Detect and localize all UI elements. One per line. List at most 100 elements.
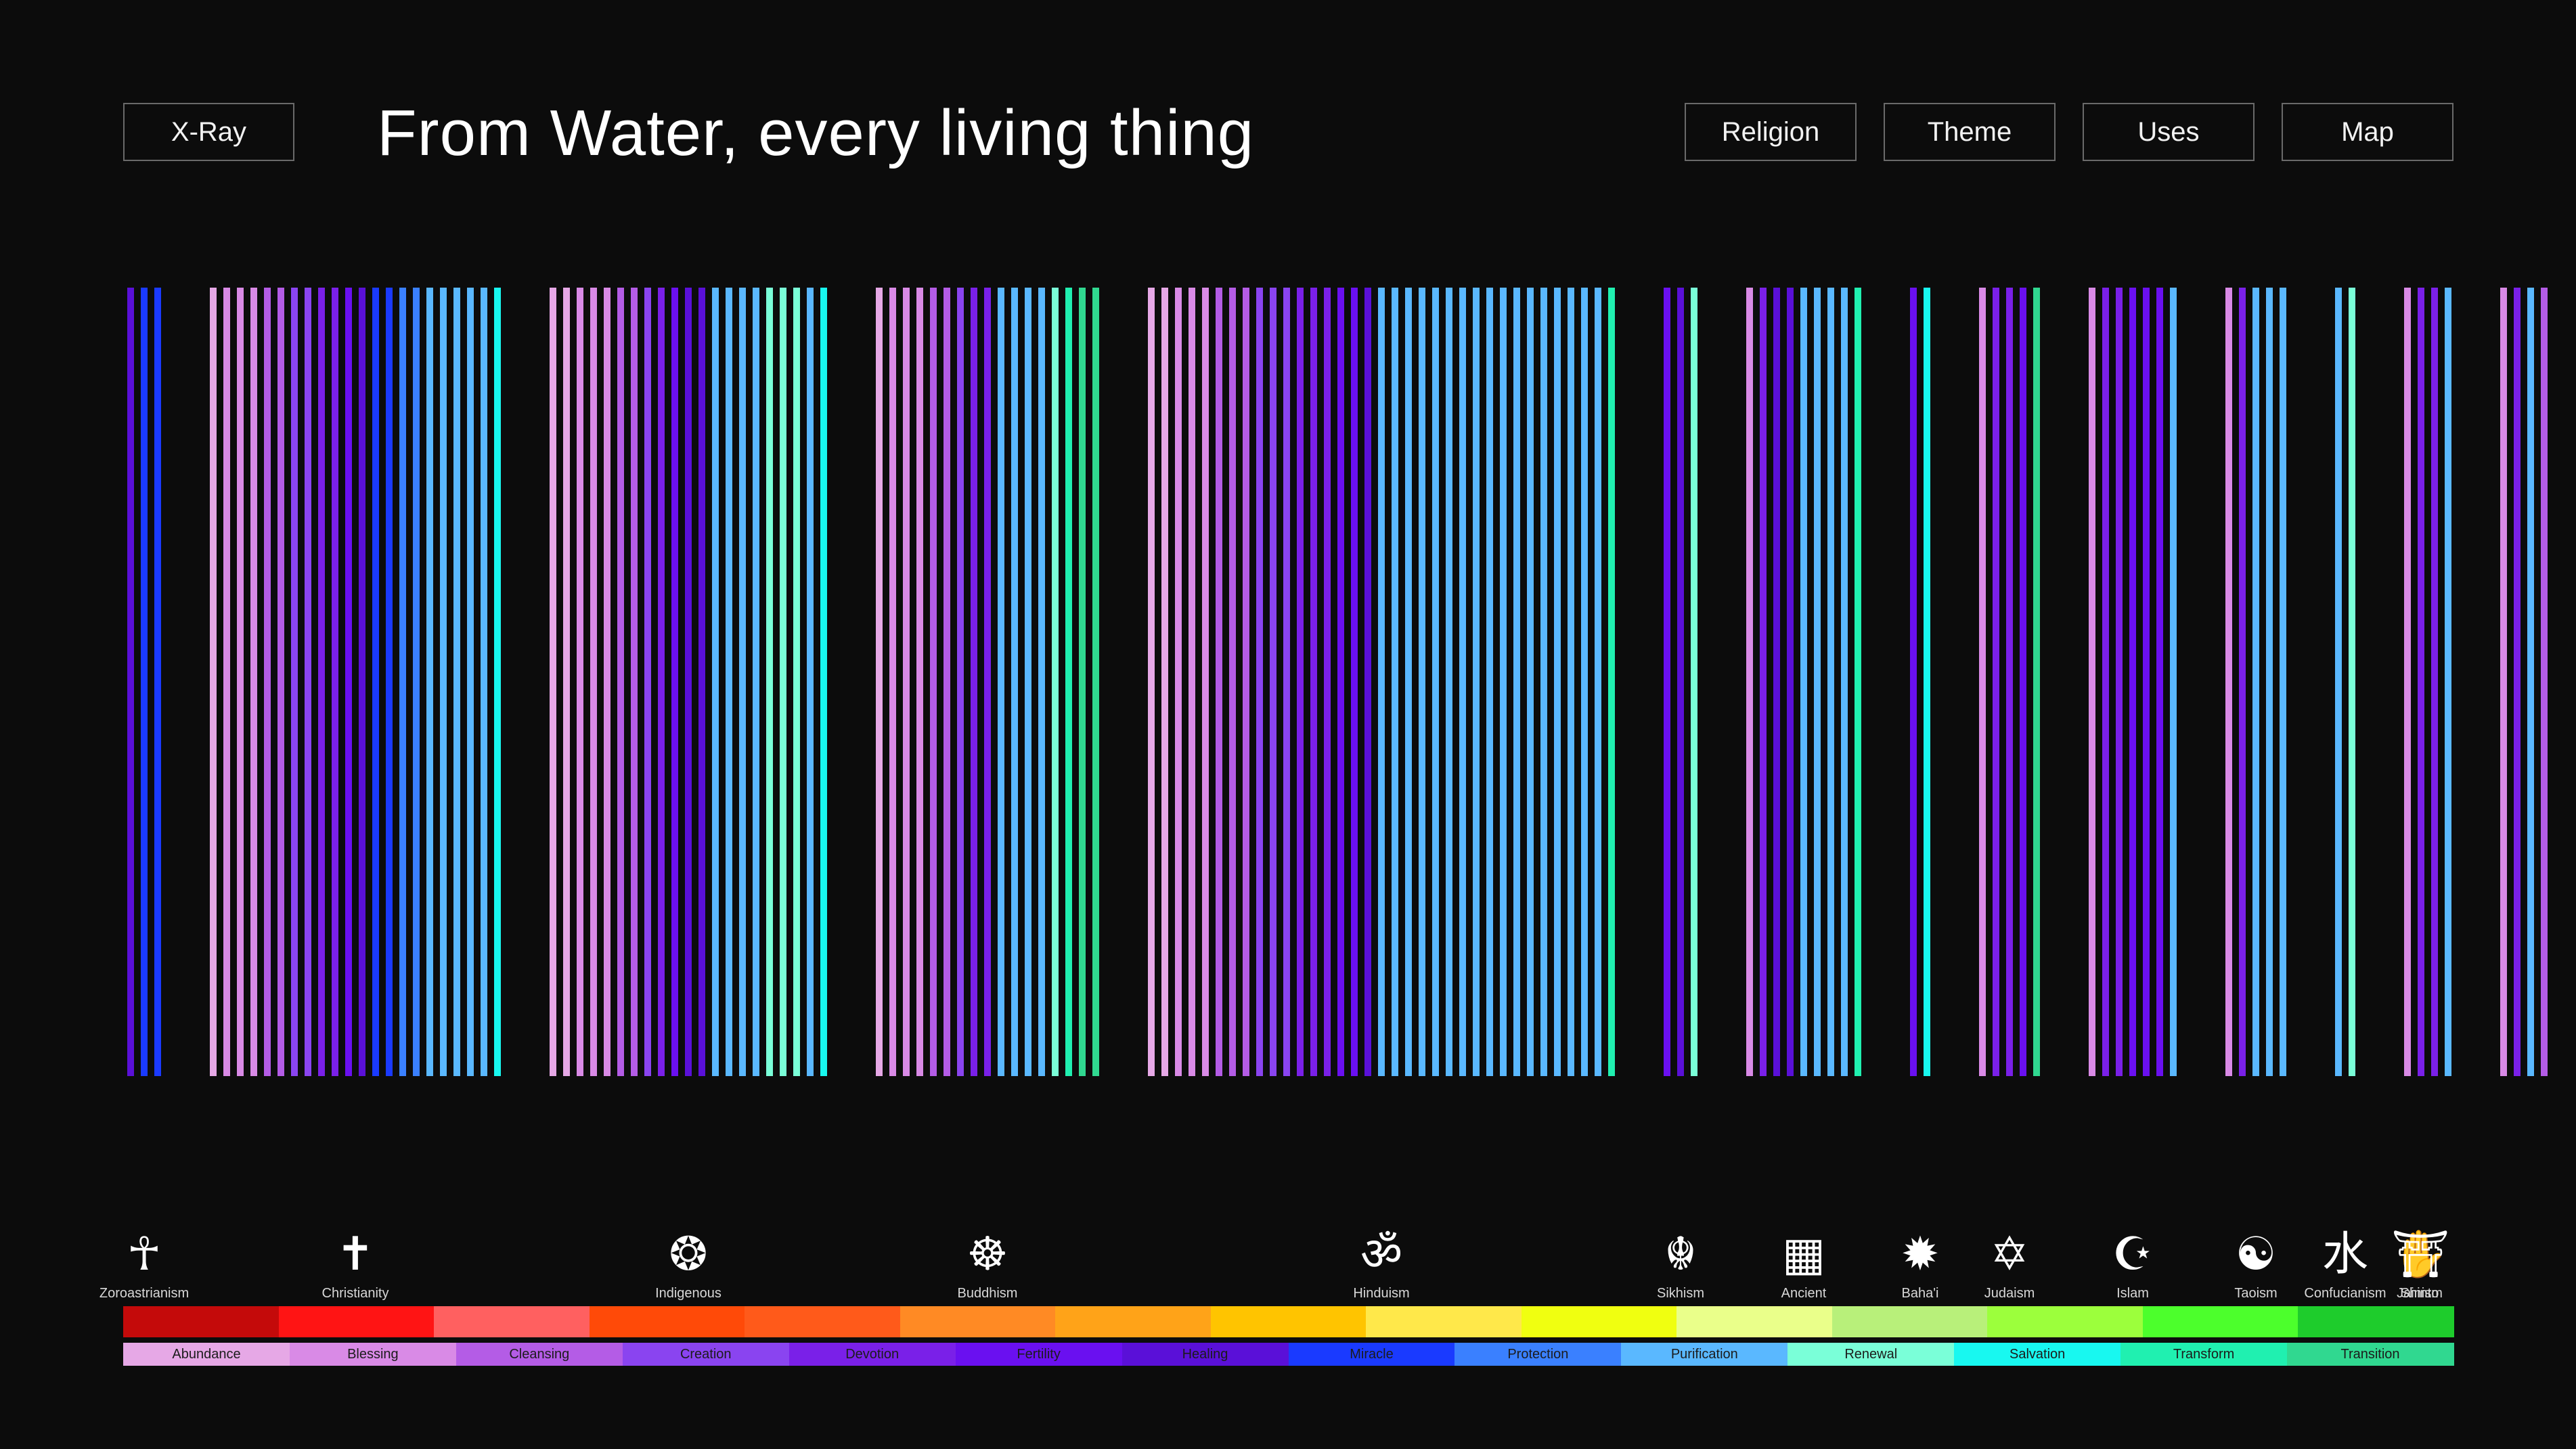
- bar-buddhism-blessing[interactable]: [889, 288, 896, 1076]
- bar-indigenous-blessing[interactable]: [577, 288, 583, 1076]
- bar-hinduism-devotion[interactable]: [1310, 288, 1317, 1076]
- bar-hinduism-abundance[interactable]: [1161, 288, 1168, 1076]
- bar-christianity-purification[interactable]: [440, 288, 447, 1076]
- bar-islam-devotion[interactable]: [2102, 288, 2109, 1076]
- bar-indigenous-creation[interactable]: [644, 288, 651, 1076]
- bar-hinduism-blessing[interactable]: [1175, 288, 1182, 1076]
- nine-point-star-icon[interactable]: ✹: [1901, 1228, 1940, 1281]
- bar-christianity-purification[interactable]: [453, 288, 460, 1076]
- nav-uses-button[interactable]: Uses: [2083, 103, 2255, 161]
- bar-hinduism-purification[interactable]: [1486, 288, 1493, 1076]
- bar-taoism-devotion[interactable]: [2239, 288, 2246, 1076]
- bar-jainism-devotion[interactable]: [2431, 288, 2438, 1076]
- bar-jainism-blessing[interactable]: [2404, 288, 2411, 1076]
- bar-hinduism-purification[interactable]: [1554, 288, 1561, 1076]
- bar-buddhism-transition[interactable]: [1092, 288, 1099, 1076]
- bar-buddhism-blessing[interactable]: [916, 288, 923, 1076]
- bar-indigenous-purification[interactable]: [807, 288, 814, 1076]
- bar-hinduism-cleansing[interactable]: [1216, 288, 1222, 1076]
- bar-indigenous-purification[interactable]: [726, 288, 732, 1076]
- bar-christianity-miracle[interactable]: [372, 288, 379, 1076]
- bar-buddhism-purification[interactable]: [1038, 288, 1045, 1076]
- bar-jainism-devotion[interactable]: [2418, 288, 2424, 1076]
- bar-christianity-creation[interactable]: [305, 288, 311, 1076]
- meander-icon[interactable]: ▦: [1781, 1228, 1826, 1281]
- bar-christianity-creation[interactable]: [291, 288, 298, 1076]
- bar-hinduism-purification[interactable]: [1500, 288, 1507, 1076]
- bar-indigenous-purification[interactable]: [753, 288, 759, 1076]
- bar-christianity-devotion[interactable]: [332, 288, 338, 1076]
- bar-buddhism-purification[interactable]: [1011, 288, 1018, 1076]
- bar-christianity-salvation[interactable]: [494, 288, 501, 1076]
- bar-indigenous-cleansing[interactable]: [631, 288, 638, 1076]
- bar-hinduism-purification[interactable]: [1459, 288, 1466, 1076]
- bar-judaism-fertility[interactable]: [2020, 288, 2026, 1076]
- bar-hinduism-purification[interactable]: [1446, 288, 1452, 1076]
- bar-judaism-blessing[interactable]: [1979, 288, 1986, 1076]
- bar-shinto-purification[interactable]: [2527, 288, 2534, 1076]
- bar-ancient-blessing[interactable]: [1746, 288, 1753, 1076]
- bar-hinduism-cleansing[interactable]: [1243, 288, 1249, 1076]
- theme-band-segment[interactable]: Miracle: [1288, 1343, 1456, 1366]
- hand-icon[interactable]: ✋: [2391, 1228, 2449, 1281]
- bar-buddhism-transition[interactable]: [1079, 288, 1086, 1076]
- bar-hinduism-purification[interactable]: [1378, 288, 1385, 1076]
- bar-hinduism-creation[interactable]: [1270, 288, 1276, 1076]
- bar-hinduism-purification[interactable]: [1432, 288, 1439, 1076]
- bar-indigenous-renewal[interactable]: [793, 288, 800, 1076]
- theme-band-segment[interactable]: Salvation: [1954, 1343, 2122, 1366]
- water-character-icon[interactable]: 水: [2322, 1228, 2368, 1281]
- bar-hinduism-purification[interactable]: [1513, 288, 1520, 1076]
- crescent-star-icon[interactable]: ☪: [2112, 1228, 2154, 1281]
- bar-ancient-purification[interactable]: [1814, 288, 1821, 1076]
- theme-band-segment[interactable]: Devotion: [789, 1343, 956, 1366]
- bar-christianity-purification[interactable]: [426, 288, 433, 1076]
- bar-islam-fertility[interactable]: [2143, 288, 2150, 1076]
- bar-bahai-fertility[interactable]: [1910, 288, 1917, 1076]
- bar-ancient-healing[interactable]: [1773, 288, 1780, 1076]
- bar-christianity-purification[interactable]: [481, 288, 487, 1076]
- bar-judaism-devotion[interactable]: [1993, 288, 1999, 1076]
- bar-buddhism-creation[interactable]: [957, 288, 964, 1076]
- bar-indigenous-purification[interactable]: [739, 288, 746, 1076]
- theme-band-segment[interactable]: Abundance: [123, 1343, 290, 1366]
- bar-christianity-blessing[interactable]: [237, 288, 244, 1076]
- bar-shinto-cleansing[interactable]: [2541, 288, 2548, 1076]
- theme-band-segment[interactable]: Blessing: [289, 1343, 457, 1366]
- bar-christianity-protection[interactable]: [413, 288, 420, 1076]
- bar-indigenous-renewal[interactable]: [766, 288, 773, 1076]
- bar-hinduism-healing[interactable]: [1364, 288, 1371, 1076]
- bar-buddhism-transform[interactable]: [1065, 288, 1072, 1076]
- bar-hinduism-purification[interactable]: [1568, 288, 1574, 1076]
- bar-judaism-transition[interactable]: [2033, 288, 2040, 1076]
- bar-hinduism-blessing[interactable]: [1202, 288, 1209, 1076]
- bar-hinduism-purification[interactable]: [1473, 288, 1480, 1076]
- bar-christianity-blessing[interactable]: [223, 288, 230, 1076]
- cross-icon[interactable]: ✝: [336, 1228, 375, 1281]
- bar-sikhism-renewal[interactable]: [1691, 288, 1697, 1076]
- bar-jainism-purification[interactable]: [2445, 288, 2451, 1076]
- theme-band-segment[interactable]: Creation: [622, 1343, 790, 1366]
- bar-taoism-purification[interactable]: [2252, 288, 2259, 1076]
- bar-buddhism-purification[interactable]: [1025, 288, 1031, 1076]
- bar-hinduism-fertility[interactable]: [1337, 288, 1344, 1076]
- bar-taoism-purification[interactable]: [2266, 288, 2273, 1076]
- bar-islam-fertility[interactable]: [2156, 288, 2163, 1076]
- yin-yang-icon[interactable]: ☯: [2235, 1228, 2277, 1281]
- bar-indigenous-blessing[interactable]: [590, 288, 597, 1076]
- bar-indigenous-healing[interactable]: [685, 288, 692, 1076]
- bar-zoroastrianism-miracle[interactable]: [154, 288, 161, 1076]
- bar-ancient-purification[interactable]: [1841, 288, 1848, 1076]
- bar-ancient-purification[interactable]: [1827, 288, 1834, 1076]
- bar-hinduism-cleansing[interactable]: [1229, 288, 1236, 1076]
- bar-confucianism-renewal[interactable]: [2349, 288, 2355, 1076]
- bar-christianity-devotion[interactable]: [318, 288, 325, 1076]
- theme-band-segment[interactable]: Transition: [2287, 1343, 2454, 1366]
- bar-indigenous-purification[interactable]: [712, 288, 719, 1076]
- bar-christianity-purification[interactable]: [467, 288, 474, 1076]
- bar-hinduism-purification[interactable]: [1581, 288, 1588, 1076]
- nav-religion-button[interactable]: Religion: [1685, 103, 1857, 161]
- bar-hinduism-devotion[interactable]: [1297, 288, 1304, 1076]
- bar-taoism-purification[interactable]: [2280, 288, 2286, 1076]
- bar-hinduism-purification[interactable]: [1419, 288, 1425, 1076]
